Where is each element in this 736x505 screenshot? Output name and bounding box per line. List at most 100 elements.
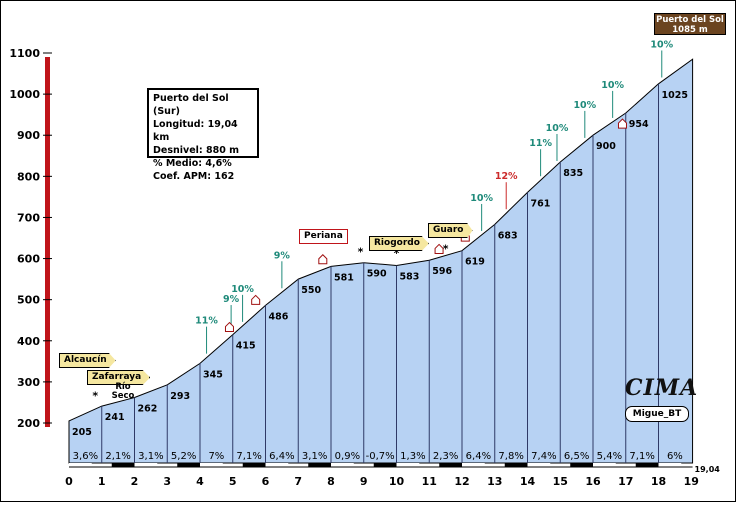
x-tick-label: 15 (553, 475, 568, 488)
x-tick-label: 19 (684, 475, 699, 488)
max-grade-label: 11% (195, 316, 218, 327)
segment-grade-label: 6% (667, 451, 683, 462)
x-tick-label: 4 (196, 475, 204, 488)
max-grade-label: 11% (529, 138, 552, 149)
segment-grade-label: 3,1% (138, 451, 163, 462)
x-tick-label: 8 (327, 475, 335, 488)
elevation-label: 761 (531, 198, 551, 209)
km-bar-segment (504, 463, 528, 467)
house-icon (251, 294, 261, 305)
km-bar-segment (527, 463, 551, 467)
y-tick-label: 400 (17, 335, 40, 348)
distance-end-label: 19,04 (695, 465, 721, 474)
place-label-guaro: Guaro (428, 223, 473, 238)
elevation-label: 205 (72, 427, 92, 438)
summit-elevation: 1085 m (672, 25, 708, 35)
elevation-label: 486 (269, 311, 289, 322)
cima-logo: CIMA (625, 375, 699, 401)
x-tick-label: 14 (520, 475, 536, 488)
segment-grade-label: 3,6% (73, 451, 98, 462)
km-bar-segment (373, 463, 397, 467)
x-tick-label: 16 (585, 475, 601, 488)
x-tick-label: 17 (618, 475, 633, 488)
km-bar-segment (658, 463, 682, 467)
elevation-label: 583 (400, 272, 420, 283)
km-bar-segment (635, 463, 659, 467)
summit-name: Puerto del Sol (656, 15, 724, 25)
house-icon (434, 243, 444, 254)
y-tick-label: 1100 (9, 47, 40, 60)
segment-grade-label: 6,4% (269, 451, 294, 462)
segment-grade-label: -0,7% (366, 451, 395, 462)
profile-area (68, 58, 694, 464)
km-bar-segment (308, 463, 331, 467)
elevation-label: 293 (170, 391, 190, 402)
y-tick-label: 1000 (9, 88, 40, 101)
elevation-label: 1025 (662, 90, 688, 101)
junction-star-icon: * (358, 245, 364, 258)
segment-grade-label: 6,4% (466, 451, 491, 462)
y-tick-label: 700 (17, 211, 40, 224)
km-bar-segment (331, 463, 354, 467)
info-climb-name: Puerto del Sol (Sur) (153, 93, 229, 117)
km-bar-segment (111, 463, 135, 467)
max-grade-label: 10% (650, 39, 673, 50)
km-bar-segment (570, 463, 593, 467)
max-grade-label: 10% (546, 123, 569, 134)
segment-grade-label: 2,3% (433, 451, 458, 462)
elevation-label: 262 (138, 404, 158, 415)
x-tick-label: 6 (262, 475, 270, 488)
segment-grade-label: 7,4% (531, 451, 556, 462)
segment-grade-label: 3,1% (302, 451, 327, 462)
segment-grade-label: 1,3% (400, 451, 425, 462)
summit-label: Puerto del Sol 1085 m (654, 13, 726, 35)
km-bar-segment (134, 463, 158, 467)
max-grade-label: 12% (495, 171, 518, 182)
max-grade-label: 9% (274, 250, 291, 261)
house-icon (318, 254, 328, 265)
km-bar-segment (593, 463, 616, 467)
y-tick-label: 200 (17, 417, 40, 430)
house-icon (224, 321, 234, 333)
y-axis-bar (45, 57, 50, 427)
info-length: Longitud: 19,04 km (153, 119, 238, 143)
km-bar-segment (462, 463, 485, 467)
y-tick-label: 600 (17, 253, 40, 266)
elevation-label: 581 (334, 272, 354, 283)
author-badge: Migue_BT (625, 406, 689, 422)
x-tick-label: 2 (131, 475, 139, 488)
elevation-label: 900 (596, 141, 616, 152)
y-tick-label: 500 (17, 294, 40, 307)
max-grade-label: 9% (223, 294, 240, 305)
climb-info-box: Puerto del Sol (Sur) Longitud: 19,04 km … (147, 88, 259, 182)
info-gain: Desnivel: 880 m (153, 145, 240, 156)
km-bar-segment (200, 463, 223, 467)
segment-grade-label: 5,2% (171, 451, 196, 462)
place-label-alcaucin: Alcaucín (59, 353, 116, 368)
segment-grade-label: 7,1% (629, 451, 654, 462)
km-bar-segment (265, 463, 289, 467)
x-tick-label: 5 (229, 475, 237, 488)
x-tick-label: 7 (294, 475, 302, 488)
place-label-rio-seco: Río Seco (111, 382, 135, 401)
max-grade-label: 10% (573, 100, 596, 111)
y-tick-label: 300 (17, 376, 40, 389)
segment-grade-label: 7,8% (498, 451, 523, 462)
segment-grade-label: 6,5% (564, 451, 589, 462)
x-tick-label: 3 (163, 475, 171, 488)
km-bar-segment (396, 463, 420, 467)
place-label-riogordo: Riogordo (369, 236, 429, 251)
elevation-label: 241 (105, 412, 125, 423)
elevation-label: 345 (203, 369, 223, 380)
elevation-label: 550 (301, 285, 321, 296)
x-tick-label: 18 (651, 475, 666, 488)
x-tick-label: 12 (454, 475, 469, 488)
y-tick-label: 800 (17, 170, 40, 183)
x-tick-label: 9 (360, 475, 368, 488)
elevation-label: 590 (367, 269, 387, 280)
elevation-label: 619 (465, 257, 485, 268)
km-bar-segment (439, 463, 462, 467)
info-coef: Coef. APM: 162 (153, 171, 235, 182)
